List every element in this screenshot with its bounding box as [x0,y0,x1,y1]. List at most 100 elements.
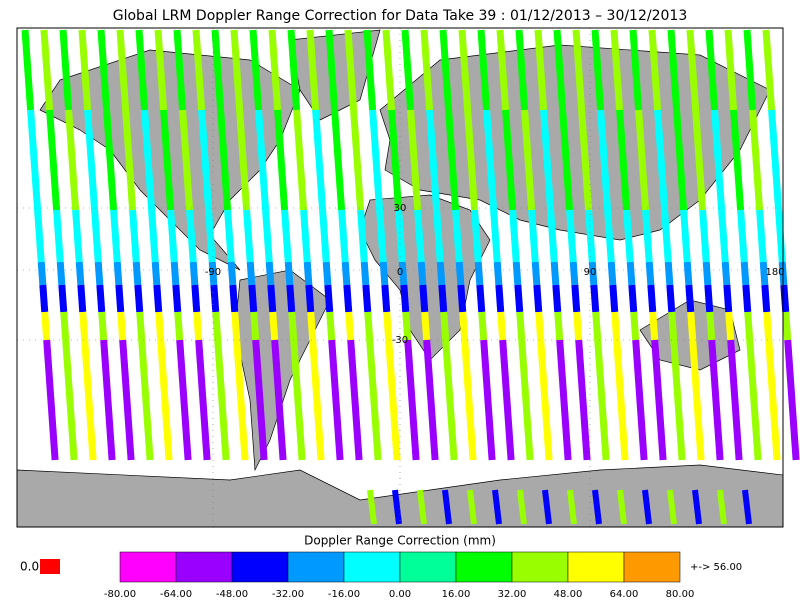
track [609,284,619,313]
track [37,261,47,286]
track [56,261,66,286]
track [521,109,536,211]
track [97,29,111,111]
track [730,109,745,211]
track [575,339,591,461]
track [509,209,520,263]
track [250,311,260,341]
colorbar-tick-label: 0.00 [389,589,411,600]
track [540,109,555,211]
track [483,109,498,211]
track [516,311,526,341]
title: Global LRM Doppler Range Correction for … [113,8,687,24]
track [369,109,384,211]
track [744,311,754,341]
track [79,311,89,341]
track [96,284,106,313]
track [765,339,781,461]
track [303,261,313,286]
track [345,311,355,341]
track [775,209,786,263]
track [724,29,738,111]
track [34,209,45,263]
track [347,339,363,461]
track [229,284,239,313]
track [134,284,144,313]
track [566,209,577,263]
track [376,209,387,263]
track [141,109,156,211]
track [179,109,194,211]
track [155,311,165,341]
colorbar-tick-label: -48.00 [216,589,248,600]
track [401,29,415,111]
track [189,261,199,286]
track [46,109,61,211]
track [782,311,792,341]
track [58,284,68,313]
track [117,311,127,341]
track [62,339,78,461]
colorbar-tick-label: 64.00 [610,589,639,600]
colorbar-segment [119,551,177,583]
track [325,29,339,111]
track [100,339,116,461]
track [573,311,583,341]
map-frame [16,27,784,528]
track [72,209,83,263]
track [708,339,724,461]
track [53,209,64,263]
track [173,29,187,111]
colorbar-segment [567,551,625,583]
track [195,339,211,461]
track [248,284,258,313]
track [255,109,270,211]
track [246,261,256,286]
track [231,311,241,341]
track [780,284,790,313]
track [328,339,344,461]
track [419,284,429,313]
track [210,284,220,313]
track [268,29,282,111]
track [319,209,330,263]
track [27,109,42,211]
track [78,29,92,111]
colorbar-tick-label: -32.00 [272,589,304,600]
track [590,284,600,313]
track [60,311,70,341]
track [309,339,325,461]
track [556,339,572,461]
track [623,209,634,263]
track [138,339,154,461]
track [706,311,716,341]
colorbar-segment [399,551,457,583]
track [512,261,522,286]
colorbar-segment [231,551,289,583]
track [537,339,553,461]
track [305,284,315,313]
track [477,29,491,111]
track [324,284,334,313]
track [704,284,714,313]
track [284,261,294,286]
track [135,29,149,111]
track [533,284,543,313]
track [502,109,517,211]
track [174,311,184,341]
track [115,284,125,313]
track [420,29,434,111]
track [572,29,586,111]
colorbar-tick-label: 16.00 [442,589,471,600]
track [685,284,695,313]
track [110,209,121,263]
track [756,209,767,263]
track [157,339,173,461]
track [478,311,488,341]
track [402,311,412,341]
lat-label: -30 [392,335,408,346]
track [417,489,427,525]
track [667,29,681,111]
track [417,261,427,286]
